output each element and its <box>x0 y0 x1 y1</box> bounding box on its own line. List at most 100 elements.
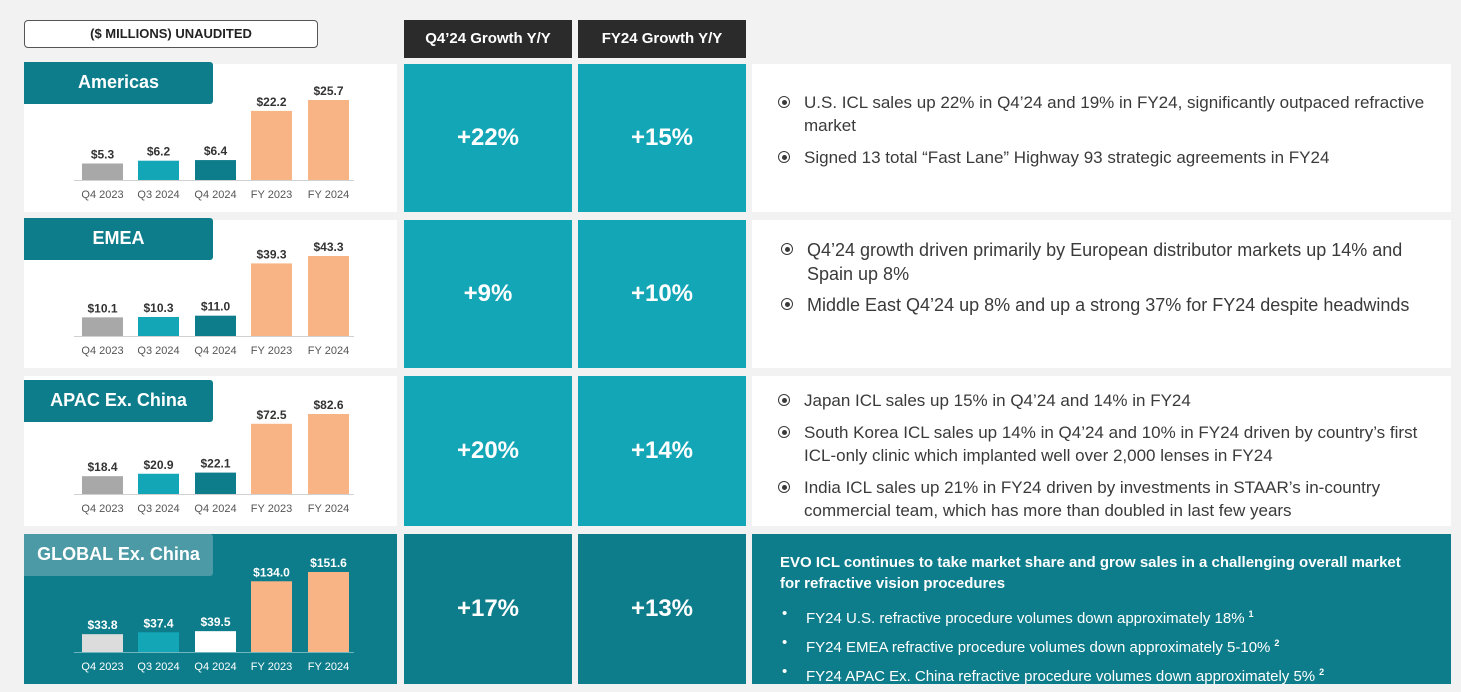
bar-fy-2024 <box>308 572 349 652</box>
target-bullet-icon <box>778 394 790 406</box>
data-label: $39.5 <box>200 615 230 629</box>
data-label: $25.7 <box>313 84 343 98</box>
bar-fy-2024 <box>308 414 349 494</box>
americas-bar-chart: $5.3 Q4 2023 $6.2 Q3 2024 $6.4 Q4 2024 $22.2 FY… <box>74 84 354 201</box>
emea-commentary: Q4’24 growth driven primarily by Europea… <box>752 220 1451 368</box>
target-bullet-icon <box>781 298 793 310</box>
tick-label: FY 2023 <box>251 345 292 357</box>
global-q4-growth: +17% <box>404 534 572 684</box>
data-label: $6.2 <box>147 145 171 159</box>
tick-label: FY 2024 <box>308 189 349 201</box>
emea-fy-growth: +10% <box>578 220 746 368</box>
data-label: $37.4 <box>143 616 173 630</box>
bar-q4-2024 <box>195 160 236 180</box>
region-tab-global: GLOBAL Ex. China <box>24 534 213 576</box>
data-label: $10.1 <box>87 301 117 315</box>
tick-label: Q4 2024 <box>194 503 236 515</box>
list-item: South Korea ICL sales up 14% in Q4’24 an… <box>778 421 1433 467</box>
target-bullet-icon <box>778 96 790 108</box>
tick-label: Q4 2023 <box>81 661 123 673</box>
bar-fy-2024 <box>308 256 349 336</box>
tick-label: Q4 2023 <box>81 189 123 201</box>
bar-q4-2023 <box>82 476 123 494</box>
data-label: $33.8 <box>87 618 117 632</box>
bar-q3-2024 <box>138 473 179 494</box>
fy-growth-column-header: FY24 Growth Y/Y <box>578 20 746 58</box>
data-label: $22.1 <box>200 457 230 471</box>
list-item: • FY24 EMEA refractive procedure volumes … <box>782 634 1280 656</box>
apac-bar-chart: $18.4 Q4 2023 $20.9 Q3 2024 $22.1 Q4 2024 $72.… <box>74 398 354 515</box>
data-label: $18.4 <box>87 460 117 474</box>
list-item: Signed 13 total “Fast Lane” Highway 93 s… <box>778 146 1431 169</box>
bar-q3-2024 <box>138 632 179 652</box>
bar-q4-2024 <box>195 631 236 652</box>
tick-label: Q3 2024 <box>137 503 179 515</box>
data-label: $11.0 <box>201 300 231 314</box>
tick-label: FY 2024 <box>308 345 349 357</box>
data-label: $72.5 <box>256 408 286 422</box>
units-label: ($ MILLIONS) UNAUDITED <box>24 20 318 48</box>
global-headline: EVO ICL continues to take market share a… <box>780 554 1401 592</box>
emea-q4-growth: +9% <box>404 220 572 368</box>
bar-q4-2023 <box>82 634 123 652</box>
americas-commentary: U.S. ICL sales up 22% in Q4’24 and 19% i… <box>752 64 1451 212</box>
data-label: $82.6 <box>313 398 343 412</box>
list-item: • FY24 APAC Ex. China refractive procedur… <box>782 663 1325 685</box>
q4-growth-column-header: Q4’24 Growth Y/Y <box>404 20 572 58</box>
global-bar-chart: $33.8 Q4 2023 $37.4 Q3 2024 $39.5 Q4 2024 $134… <box>74 556 354 673</box>
bar-q3-2024 <box>138 316 179 336</box>
emea-bar-chart: $10.1 Q4 2023 $10.3 Q3 2024 $11.0 Q4 2024 $39.… <box>74 240 354 357</box>
global-fy-growth: +13% <box>578 534 746 684</box>
bar-q4-2023 <box>82 317 123 336</box>
target-bullet-icon <box>778 426 790 438</box>
data-label: $134.0 <box>253 565 290 579</box>
region-tab-americas: Americas <box>24 62 213 104</box>
data-label: $43.3 <box>313 240 343 254</box>
data-label: $151.6 <box>310 556 347 570</box>
region-tab-apac: APAC Ex. China <box>24 380 213 422</box>
bar-q4-2024 <box>195 472 236 494</box>
bar-q4-2023 <box>82 163 123 180</box>
data-label: $22.2 <box>256 95 286 109</box>
data-label: $10.3 <box>143 301 173 315</box>
tick-label: Q4 2023 <box>81 345 123 357</box>
bar-fy-2023 <box>251 263 292 336</box>
data-label: $39.3 <box>256 247 286 261</box>
global-commentary: EVO ICL continues to take market share a… <box>752 534 1451 685</box>
tick-label: Q3 2024 <box>137 345 179 357</box>
tick-label: Q4 2024 <box>194 661 236 673</box>
americas-q4-growth: +22% <box>404 64 572 212</box>
tick-label: Q3 2024 <box>137 189 179 201</box>
apac-fy-growth: +14% <box>578 376 746 526</box>
target-bullet-icon <box>781 243 793 255</box>
tick-label: FY 2023 <box>251 503 292 515</box>
target-bullet-icon <box>778 481 790 493</box>
list-item: Middle East Q4’24 up 8% and up a strong … <box>781 293 1431 317</box>
tick-label: FY 2024 <box>308 661 349 673</box>
list-item: India ICL sales up 21% in FY24 driven by… <box>778 476 1433 522</box>
list-item: Japan ICL sales up 15% in Q4’24 and 14% … <box>778 389 1433 412</box>
region-tab-emea: EMEA <box>24 218 213 260</box>
list-item: Q4’24 growth driven primarily by Europea… <box>781 238 1431 286</box>
tick-label: Q3 2024 <box>137 661 179 673</box>
list-item: • FY24 U.S. refractive procedure volumes … <box>782 605 1254 627</box>
tick-label: FY 2023 <box>251 661 292 673</box>
bar-fy-2024 <box>308 100 349 180</box>
apac-q4-growth: +20% <box>404 376 572 526</box>
tick-label: FY 2023 <box>251 189 292 201</box>
bar-fy-2023 <box>251 423 292 494</box>
bar-q4-2024 <box>195 315 236 336</box>
apac-commentary: Japan ICL sales up 15% in Q4’24 and 14% … <box>752 376 1451 526</box>
target-bullet-icon <box>778 151 790 163</box>
americas-fy-growth: +15% <box>578 64 746 212</box>
data-label: $6.4 <box>204 144 228 158</box>
tick-label: Q4 2023 <box>81 503 123 515</box>
bar-fy-2023 <box>251 110 292 180</box>
tick-label: Q4 2024 <box>194 345 236 357</box>
bar-q3-2024 <box>138 160 179 180</box>
list-item: U.S. ICL sales up 22% in Q4’24 and 19% i… <box>778 91 1431 137</box>
data-label: $20.9 <box>143 458 173 472</box>
data-label: $5.3 <box>91 148 115 162</box>
tick-label: FY 2024 <box>308 503 349 515</box>
bar-fy-2023 <box>251 581 292 652</box>
